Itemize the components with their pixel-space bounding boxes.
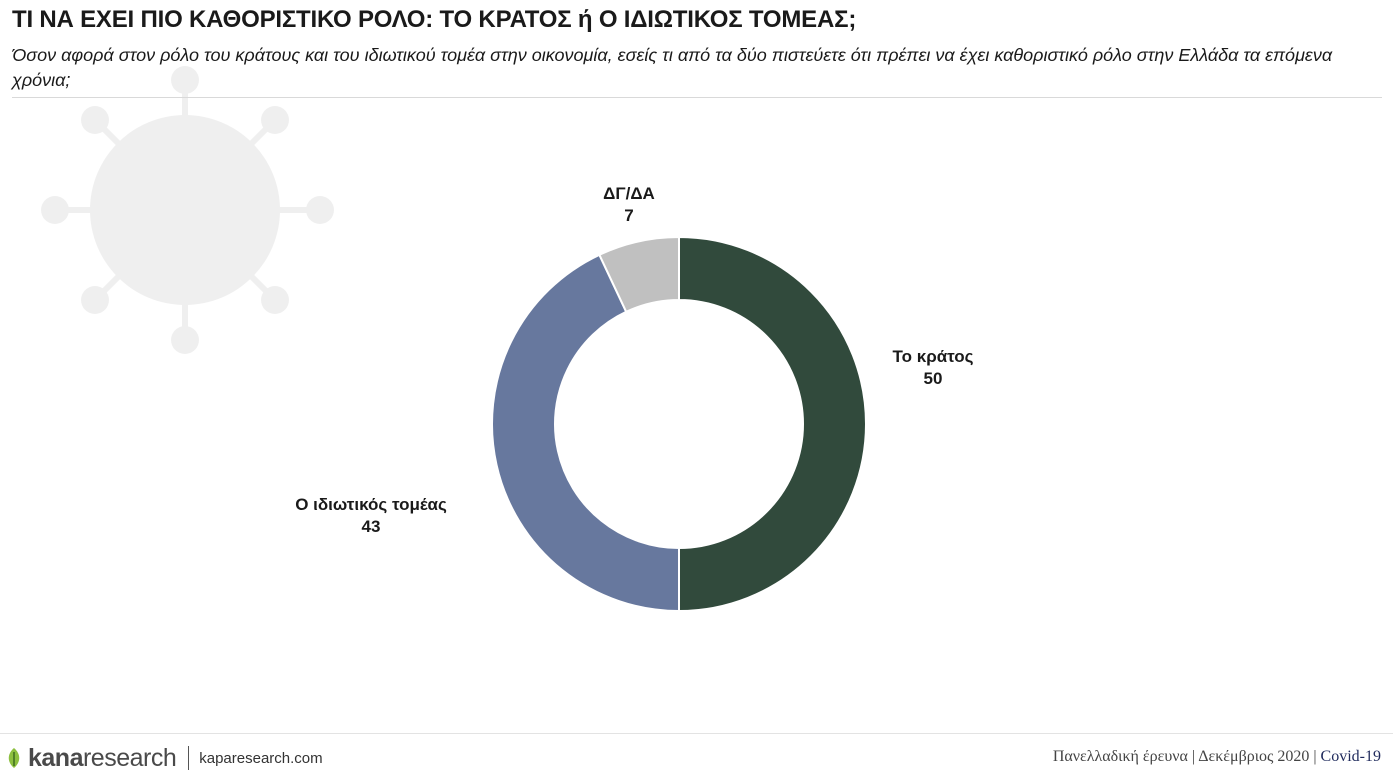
slice-label-private-value: 43 xyxy=(361,517,381,536)
footer-survey: Πανελλαδική έρευνα xyxy=(1052,748,1188,765)
donut-slice-private xyxy=(491,253,680,613)
footer-divider xyxy=(0,733,1393,734)
footer-topic: Covid-19 xyxy=(1320,748,1381,765)
logo-separator xyxy=(188,746,190,770)
donut-slice-dk xyxy=(598,235,680,314)
slice-label-dk: ΔΓ/ΔΑ 7 xyxy=(603,183,655,227)
page-subtitle: Όσον αφορά στον ρόλο του κράτους και του… xyxy=(12,45,1333,90)
website-link[interactable]: kaparesearch.com xyxy=(199,749,323,767)
slice-label-dk-name: ΔΓ/ΔΑ xyxy=(603,184,655,203)
slice-label-state: Το κράτος 50 xyxy=(892,346,973,390)
donut-slice-state xyxy=(678,235,867,613)
title-divider xyxy=(12,97,1382,98)
page-title: ΤΙ ΝΑ ΕΧΕΙ ΠΙΟ ΚΑΘΟΡΙΣΤΙΚΟ ΡΟΛΟ: ΤΟ ΚΡΑΤ… xyxy=(12,6,857,33)
footer-info: Πανελλαδική έρευνα | Δεκέμβριος 2020 | C… xyxy=(1052,748,1381,765)
footer-date: Δεκέμβριος 2020 xyxy=(1198,748,1310,765)
slice-label-dk-value: 7 xyxy=(624,206,634,225)
logo-kana-text: kana xyxy=(28,743,83,772)
slice-label-state-value: 50 xyxy=(923,369,943,388)
company-logo[interactable]: kana research kaparesearch.com xyxy=(6,743,323,773)
logo-research-text: research xyxy=(82,743,177,772)
kana-leaf-icon xyxy=(8,748,20,768)
slice-label-private-name: Ο ιδιωτικός τομέας xyxy=(295,495,447,514)
slice-label-state-name: Το κράτος xyxy=(892,347,974,366)
slice-label-private: Ο ιδιωτικός τομέας 43 xyxy=(295,494,447,538)
virus-icon xyxy=(41,66,334,354)
